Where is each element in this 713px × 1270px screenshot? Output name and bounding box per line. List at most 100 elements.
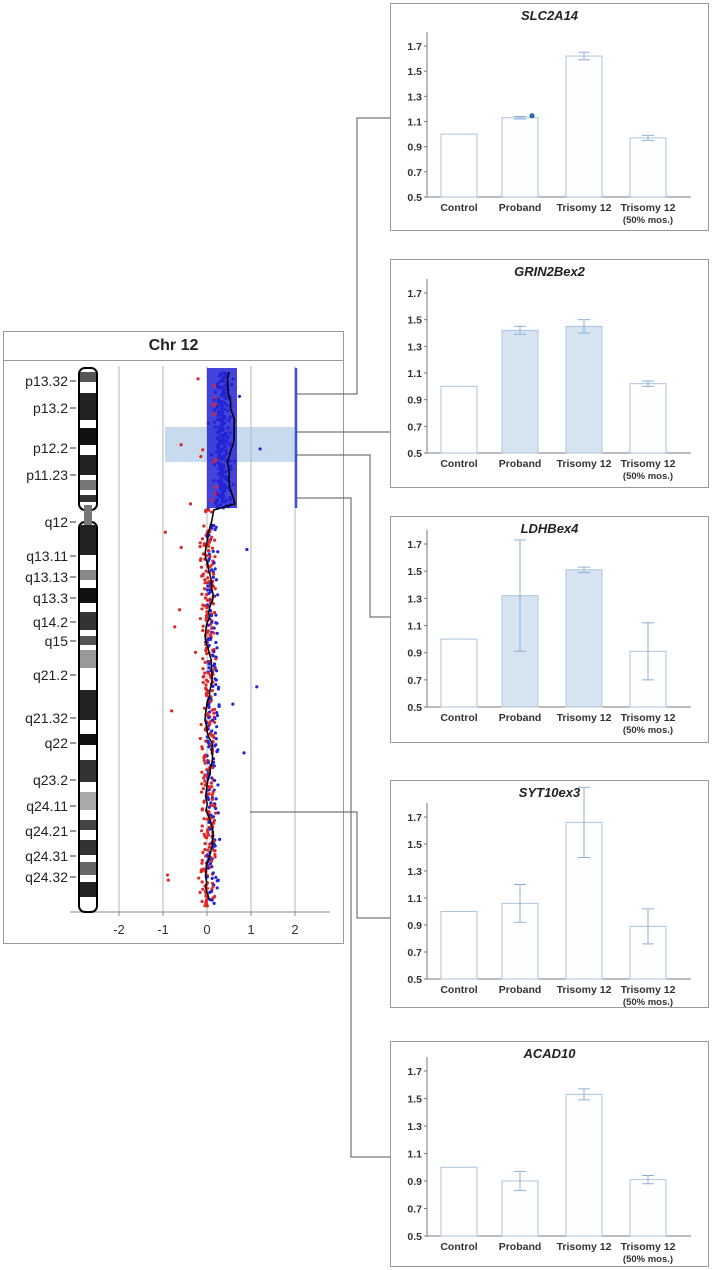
probe-point [201,657,205,661]
probe-point [199,870,203,874]
probe-point [220,424,224,428]
gene-bar-chart-panel: SLC2A14 0.5 0.7 0.9 1.1 1.3 1.5 1.7 Control Prob… [390,3,709,231]
y-tick-label: 1.3 [407,1121,422,1133]
probe-point [201,667,205,671]
probe-point [214,678,218,682]
probe-point [211,584,215,589]
band-label: q22 [45,735,69,751]
y-tick-label: 0.9 [407,142,422,154]
ideogram-band [80,480,96,490]
probe-point [204,693,209,698]
probe-point [217,472,221,476]
probe-point [200,861,204,865]
probe-point [179,545,183,550]
probe-point [209,613,214,618]
probe-point [215,631,219,635]
proband-marker-dot [529,113,535,119]
probe-point [203,904,207,908]
band-label: p13.32 [25,373,68,389]
probe-point [213,384,217,388]
probe-point [202,524,206,528]
probe-point [211,815,216,819]
probe-point [226,426,230,430]
probe-point [204,648,208,653]
probe-point [199,790,204,794]
connector-line [250,811,390,919]
probe-point [163,530,167,534]
probe-point [205,581,209,585]
x-category-label: Proband [499,984,542,996]
probe-point [214,657,218,661]
probe-point [213,731,218,735]
probe-point [205,598,210,602]
gene-chart-title: SYT10ex3 [518,785,581,800]
x-category-label: Control [440,458,477,470]
y-tick-label: 1.3 [407,341,422,353]
probe-point [213,853,217,857]
probe-point [200,899,204,904]
probe-point [214,578,219,582]
probe-point [219,488,223,493]
probe-point [210,498,214,502]
probe-point [166,878,170,882]
gene-bar-chart-panel: ACAD10 0.5 0.7 0.9 1.1 1.3 1.5 1.7 Control Proba… [390,1041,709,1267]
probe-point [245,547,249,552]
probe-point [210,898,214,902]
x-category-label: Proband [499,458,542,470]
probe-point [212,561,216,565]
x-category-label: (50% mos.) [623,215,673,226]
probe-point [210,708,214,712]
probe-point [217,446,221,450]
probe-point [203,841,207,846]
probe-point [218,837,222,842]
ideogram-band [80,690,96,720]
probe-point [207,540,212,544]
y-tick-label: 0.5 [407,192,422,204]
probe-point [223,407,227,411]
x-category-label: (50% mos.) [623,471,673,482]
ideogram-band [80,525,96,555]
probe-point [219,440,223,445]
probe-point [203,596,207,600]
probe-point [202,543,206,547]
probe-point [206,548,211,553]
ideogram-centromere [84,505,92,527]
probe-point [228,431,232,435]
probe-point [215,406,219,410]
probe-point [212,408,217,412]
probe-point [215,711,219,715]
probe-point [214,640,218,645]
probe-point [211,549,215,553]
x-category-label: Proband [499,1241,542,1253]
chromosome-title: Chr 12 [4,332,343,361]
probe-point [205,817,210,821]
probe-point [213,567,217,571]
ideogram-band [80,612,96,630]
probe-point [206,833,211,837]
probe-point [207,797,211,801]
probe-point [210,785,214,789]
probe-point [222,442,226,446]
probe-point [215,725,219,729]
band-label: q15 [45,633,69,649]
probe-point [202,587,207,591]
y-tick-label: 1.5 [407,1094,422,1106]
band-label: q24.32 [25,869,68,885]
probe-point [223,384,227,388]
probe-point [202,674,206,678]
probe-point [206,576,210,580]
probe-point [209,859,214,863]
ideogram-band [80,650,96,668]
y-tick-label: 1.3 [407,91,422,103]
probe-point [212,610,217,615]
probe-point [213,811,218,815]
probe-point [201,574,205,578]
probe-point [225,440,229,444]
probe-point [210,546,215,550]
probe-point [215,646,219,650]
x-tick-label: -1 [157,922,169,937]
probe-point [211,602,216,606]
probe-point [213,778,217,783]
connector-line [296,497,390,1158]
x-category-label: Trisomy 12 [557,458,612,470]
